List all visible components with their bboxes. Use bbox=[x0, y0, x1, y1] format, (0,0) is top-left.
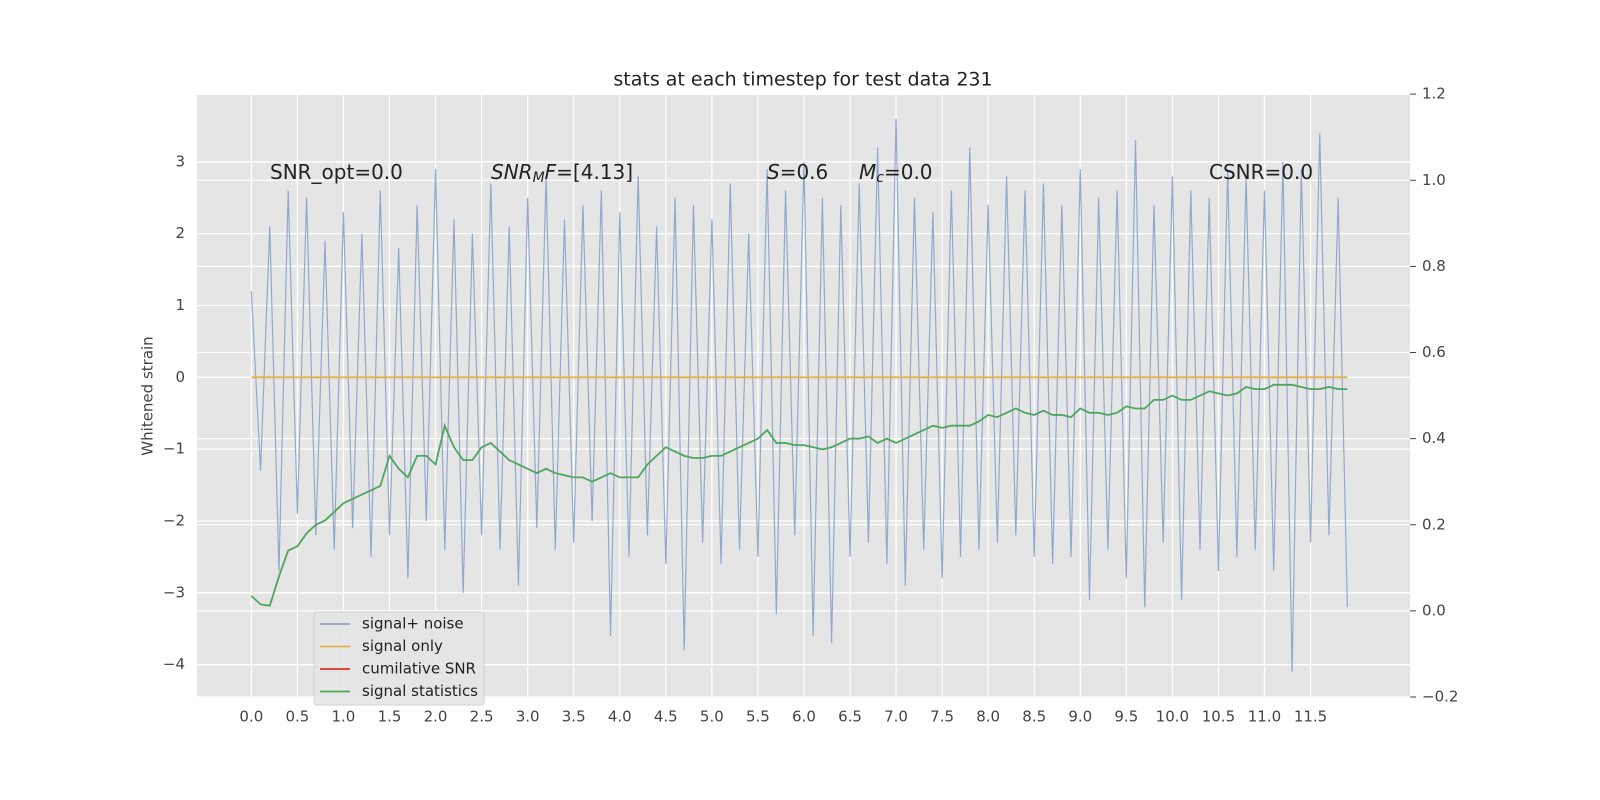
legend-box bbox=[313, 611, 485, 706]
y-axis-label: Whitened strain bbox=[139, 336, 157, 455]
annotation-part: M bbox=[533, 170, 545, 186]
y-tick-label: 2 bbox=[175, 224, 185, 242]
annotation: Mc=0.0 bbox=[859, 160, 933, 187]
y2-tick-label: 0.8 bbox=[1422, 257, 1446, 275]
x-tick-label: 7.0 bbox=[884, 708, 908, 726]
annotation-part: F bbox=[545, 160, 557, 184]
y-tick-label: −2 bbox=[163, 511, 185, 529]
x-tick-label: 3.0 bbox=[516, 708, 540, 726]
y2-tick-label: 0.2 bbox=[1422, 515, 1446, 533]
x-tick-label: 8.0 bbox=[976, 708, 1000, 726]
chart-title: stats at each timestep for test data 231 bbox=[613, 69, 992, 91]
x-tick-label: 10.5 bbox=[1202, 708, 1235, 726]
y-tick-label: 3 bbox=[175, 152, 185, 170]
legend-label: cumilative SNR bbox=[362, 660, 476, 678]
x-tick-label: 4.0 bbox=[608, 708, 632, 726]
x-tick-label: 7.5 bbox=[930, 708, 954, 726]
y-tick-label: 0 bbox=[175, 368, 185, 386]
annotation-part: S bbox=[767, 160, 780, 184]
annotation-part: CSNR=0.0 bbox=[1209, 160, 1313, 184]
legend-label: signal statistics bbox=[362, 682, 478, 700]
x-tick-label: 1.0 bbox=[332, 708, 356, 726]
series-line bbox=[250, 118, 1348, 672]
x-tick-label: 5.5 bbox=[746, 708, 770, 726]
x-tick-label: 2.0 bbox=[424, 708, 448, 726]
annotation: SNRMF=[4.13] bbox=[491, 160, 633, 187]
legend-label: signal only bbox=[362, 637, 443, 655]
annotation: SNR_opt=0.0 bbox=[270, 160, 403, 184]
y2-tick-label: 0.0 bbox=[1422, 601, 1446, 619]
legend-label: signal+ noise bbox=[362, 615, 464, 633]
x-tick-label: 11.5 bbox=[1294, 708, 1327, 726]
annotation-part: c bbox=[876, 170, 884, 186]
annotation: S=0.6 bbox=[767, 160, 828, 184]
x-tick-label: 0.0 bbox=[239, 708, 263, 726]
annotation-part: SNR_opt=0.0 bbox=[270, 160, 403, 184]
x-tick-label: 0.5 bbox=[285, 708, 309, 726]
annotation-part: =[4.13] bbox=[556, 160, 633, 184]
x-tick-label: 5.0 bbox=[700, 708, 724, 726]
x-tick-label: 9.5 bbox=[1114, 708, 1138, 726]
y2-tick-label: 0.4 bbox=[1422, 429, 1446, 447]
annotation: CSNR=0.0 bbox=[1209, 160, 1313, 184]
annotation-part: =0.6 bbox=[780, 160, 829, 184]
x-tick-label: 2.5 bbox=[470, 708, 494, 726]
x-tick-label: 4.5 bbox=[654, 708, 678, 726]
y2-tick-label: −0.2 bbox=[1422, 688, 1458, 706]
y2-tick-label: 1.0 bbox=[1422, 171, 1446, 189]
y2-tick-label: 1.2 bbox=[1422, 85, 1446, 103]
x-tick-label: 1.5 bbox=[378, 708, 402, 726]
y-tick-label: −1 bbox=[163, 440, 185, 458]
y-tick-label: −3 bbox=[163, 583, 185, 601]
annotation-part: =0.0 bbox=[884, 160, 933, 184]
series-line bbox=[250, 383, 1348, 607]
x-tick-label: 8.5 bbox=[1022, 708, 1046, 726]
y-tick-label: 1 bbox=[175, 296, 185, 314]
annotation-part: SNR bbox=[491, 160, 533, 184]
y-tick-label: −4 bbox=[163, 655, 185, 673]
x-tick-label: 6.0 bbox=[792, 708, 816, 726]
x-tick-label: 10.0 bbox=[1156, 708, 1189, 726]
x-tick-label: 6.5 bbox=[838, 708, 862, 726]
x-tick-label: 9.0 bbox=[1068, 708, 1092, 726]
annotation-part: M bbox=[859, 160, 876, 184]
x-tick-label: 11.0 bbox=[1248, 708, 1281, 726]
y2-tick-label: 0.6 bbox=[1422, 343, 1446, 361]
x-tick-label: 3.5 bbox=[562, 708, 586, 726]
